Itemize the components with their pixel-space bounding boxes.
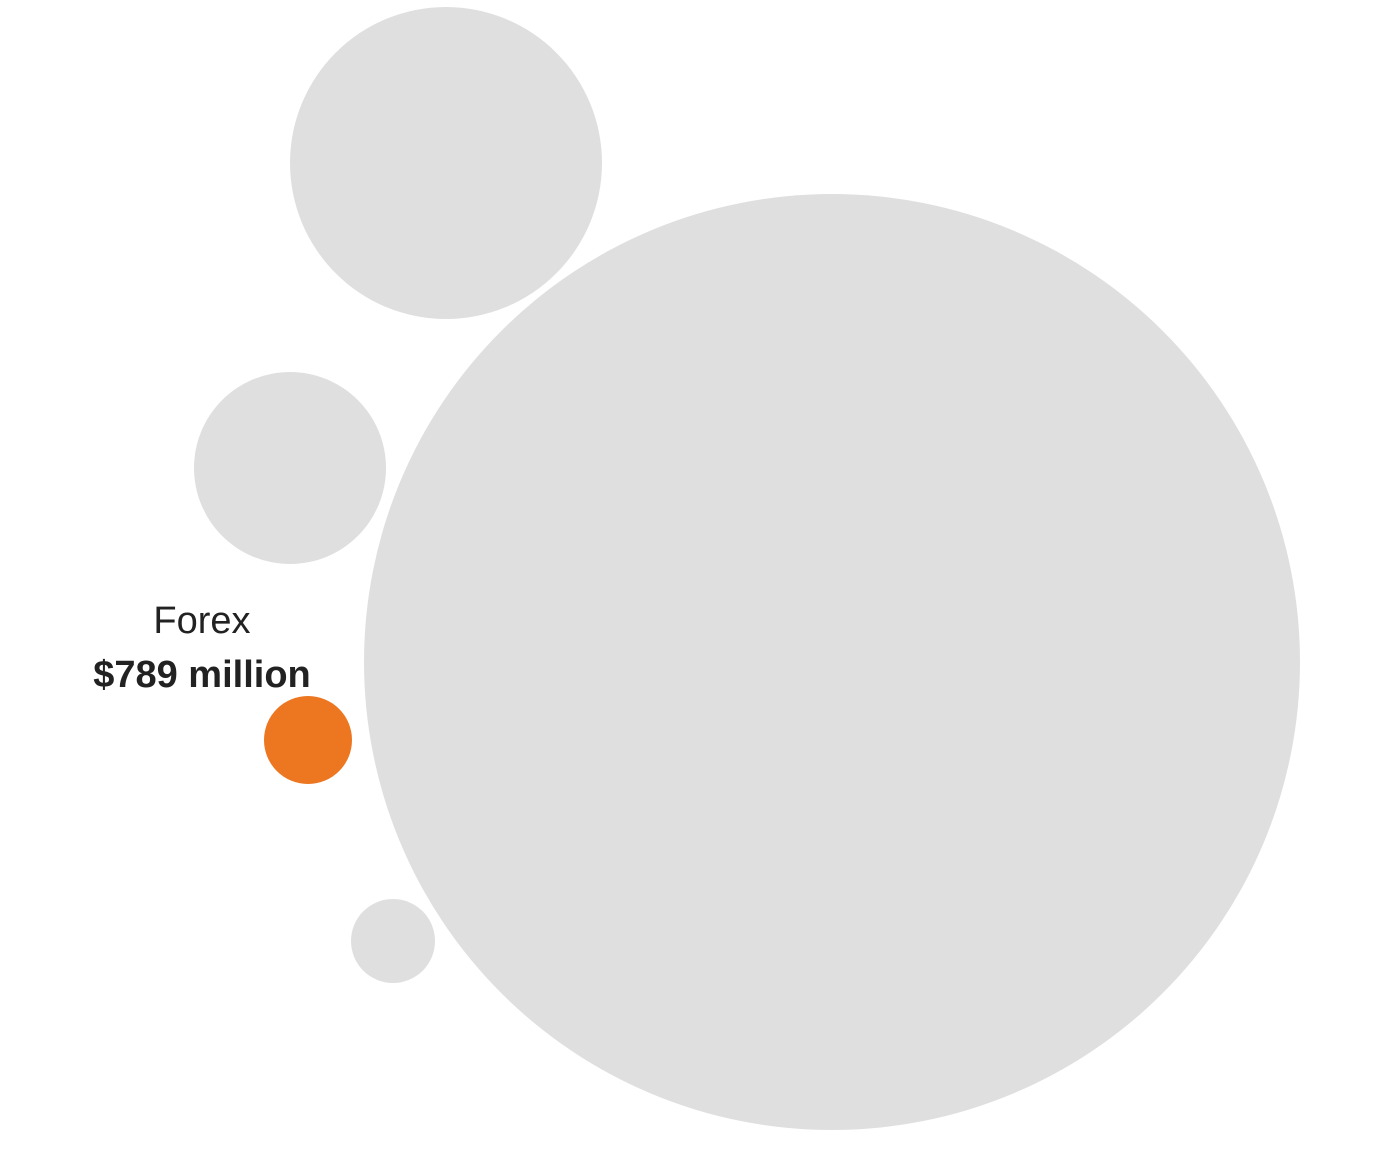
bubbles-layer — [194, 7, 1300, 1130]
bubble-label-forex-value: $789 million — [93, 654, 311, 696]
bubble-mid-left — [194, 372, 386, 564]
bubble-forex — [264, 696, 352, 784]
bubble-label-forex-name: Forex — [153, 600, 250, 642]
bubble-small-bottom — [351, 899, 435, 983]
bubble-large — [364, 194, 1300, 1130]
bubble-top — [290, 7, 602, 319]
labels-layer: Forex $789 million — [93, 600, 311, 696]
